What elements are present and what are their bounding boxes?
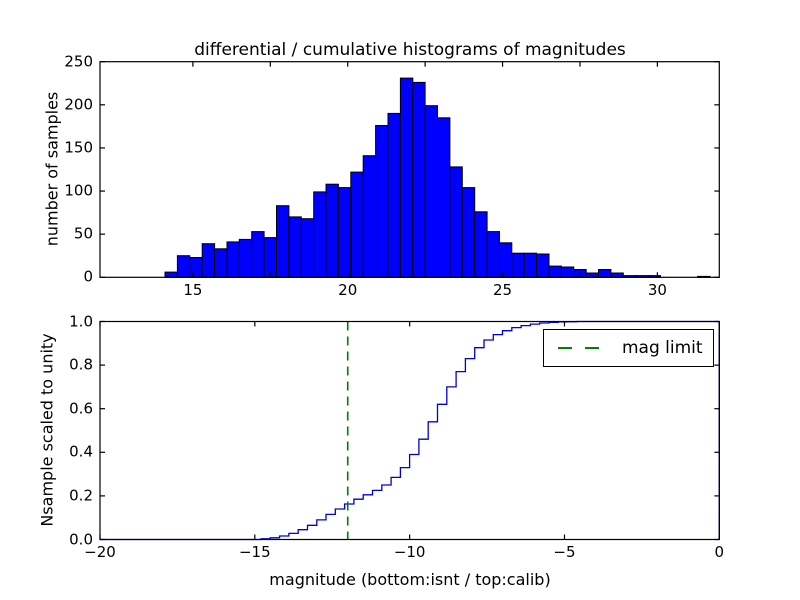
histogram-bar xyxy=(276,205,290,278)
histogram-bar xyxy=(164,271,178,278)
x-tick-label: 25 xyxy=(492,280,513,299)
x-tick-label: 0 xyxy=(714,543,725,561)
top-ylabel: number of samples xyxy=(42,91,62,247)
histogram-bar xyxy=(350,171,364,278)
histogram-bar xyxy=(536,253,550,278)
y-tick-label: 0.6 xyxy=(69,399,93,418)
histogram-bar xyxy=(387,112,401,278)
histogram-bar xyxy=(226,241,240,278)
histogram-bar xyxy=(449,166,463,278)
x-tick-label: −20 xyxy=(84,543,116,561)
y-tick-label: 0.2 xyxy=(69,486,93,505)
histogram-bar xyxy=(523,252,538,278)
histogram-bar xyxy=(560,266,575,278)
top-plot-title: differential / cumulative histograms of … xyxy=(194,40,626,60)
x-tick-label: −10 xyxy=(393,543,426,561)
x-tick-label: 30 xyxy=(647,280,667,299)
histogram-bar xyxy=(598,269,612,278)
bottom-xlabel: magnitude (bottom:isnt / top:calib) xyxy=(269,570,551,589)
histogram-bar xyxy=(399,77,414,278)
y-tick-label: 50 xyxy=(73,224,93,243)
y-tick-label: 0 xyxy=(83,267,93,286)
legend-dashed-line-icon xyxy=(558,347,606,349)
histogram-bar xyxy=(176,255,191,278)
x-tick-label: 20 xyxy=(338,280,358,299)
histogram-bar xyxy=(325,183,339,278)
histogram-bar xyxy=(498,242,513,278)
y-tick-label: 0.4 xyxy=(69,442,93,461)
histogram-bar xyxy=(337,187,352,278)
histogram-bar xyxy=(288,216,302,278)
histogram-bar xyxy=(585,272,600,278)
legend-box: mag limit xyxy=(543,329,714,367)
histogram-bar xyxy=(362,155,377,278)
histogram-bar xyxy=(486,231,501,278)
histogram-bar xyxy=(313,191,327,278)
histogram-bar xyxy=(548,265,562,278)
y-tick-label: 0.8 xyxy=(69,355,93,374)
histogram-bar xyxy=(424,105,439,278)
histogram-bar xyxy=(263,237,278,278)
x-tick-label: −5 xyxy=(553,543,576,561)
histogram-bar xyxy=(375,125,389,278)
y-tick-label: 200 xyxy=(64,95,93,114)
y-tick-label: 150 xyxy=(64,138,93,157)
histogram-bar xyxy=(474,211,488,278)
y-tick-label: 250 xyxy=(64,52,93,71)
y-tick-label: 1.0 xyxy=(69,312,93,330)
histogram-bar xyxy=(189,257,203,278)
histogram-bar xyxy=(437,117,451,278)
histogram-bar xyxy=(511,252,525,278)
x-tick-label: 15 xyxy=(183,280,203,299)
legend-label: mag limit xyxy=(622,338,703,358)
y-tick-label: 100 xyxy=(64,181,93,200)
top-plot-frame xyxy=(99,61,720,278)
cumulative-step-curve xyxy=(100,320,720,541)
histogram-bar xyxy=(201,243,216,278)
x-tick-label: −15 xyxy=(238,543,271,561)
y-tick-label: 0.0 xyxy=(69,530,93,548)
histogram-bar xyxy=(238,238,253,278)
histogram-bar xyxy=(214,248,228,278)
histogram-bar xyxy=(610,272,624,278)
histogram-bar xyxy=(412,81,426,278)
histogram-bar xyxy=(300,218,315,278)
histogram-bar xyxy=(461,187,476,278)
histogram-bar xyxy=(251,231,265,278)
